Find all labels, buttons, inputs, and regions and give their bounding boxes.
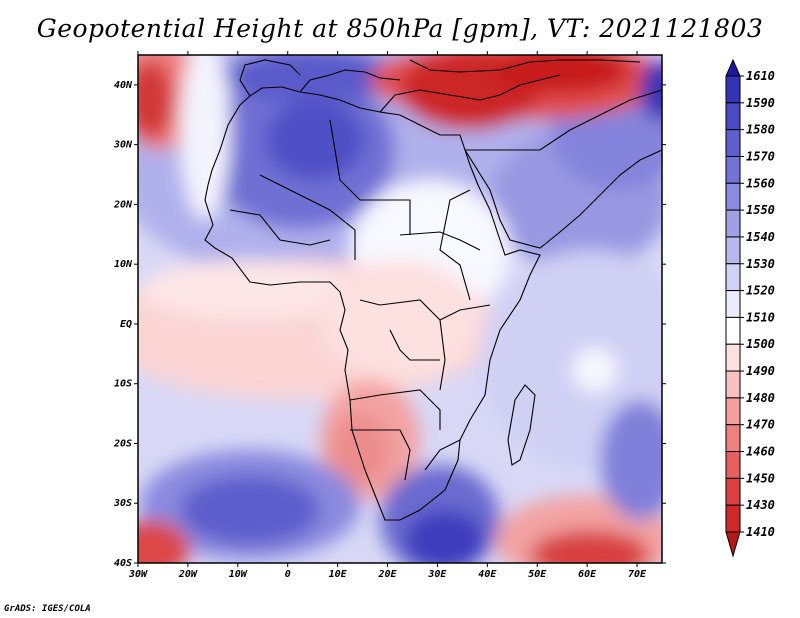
colorbar-swatch	[725, 290, 741, 318]
colorbar-label: 1550	[746, 203, 775, 217]
lon-label: 70E	[628, 569, 647, 580]
colorbar-label: 1570	[746, 149, 775, 163]
colorbar-label: 1580	[746, 123, 775, 137]
colorbar-label: 1450	[746, 471, 775, 485]
colorbar-swatch	[725, 424, 741, 453]
lat-label: 20N	[113, 199, 133, 210]
colorbar-bottom-triangle	[725, 531, 741, 558]
lat-label: 20S	[113, 438, 132, 449]
lon-label: 10E	[329, 569, 348, 580]
colorbar-swatch	[725, 397, 741, 426]
lat-label: 30N	[113, 140, 133, 151]
colorbar-label: 1460	[746, 445, 775, 459]
colorbar: 1610 1590 1580 1570 1560 1550 1540 1530 1520 1510…	[725, 58, 775, 558]
lon-label: 60E	[578, 569, 597, 580]
colorbar-label: 1530	[746, 257, 775, 271]
lat-label: 30S	[113, 498, 132, 509]
lon-label: 10W	[229, 569, 248, 580]
colorbar-swatch	[725, 263, 741, 292]
colorbar-label: 1590	[746, 96, 775, 110]
colorbar-label: 1500	[746, 337, 775, 351]
colorbar-swatch	[725, 316, 741, 345]
colorbar-label: 1430	[746, 498, 775, 512]
latitude-axis: 40N 30N 20N 10N EQ 10S 20S 30S 40S	[113, 80, 666, 569]
colorbar-label: 1470	[746, 418, 775, 432]
colorbar-label: 1510	[746, 310, 775, 324]
colorbar-label: 1520	[746, 284, 775, 298]
colorbar-swatch	[725, 504, 741, 533]
colorbar-swatch	[725, 370, 741, 399]
lat-label: 10S	[114, 379, 132, 390]
lat-label: EQ	[120, 319, 132, 330]
colorbar-swatch	[725, 182, 741, 211]
colorbar-label: 1490	[746, 364, 775, 378]
colorbar-label: 1540	[746, 230, 775, 244]
coastlines	[204, 59, 662, 521]
colorbar-swatch	[725, 236, 741, 265]
colorbar-swatch	[725, 451, 741, 479]
map-frame	[137, 54, 663, 564]
colorbar-label: 1480	[746, 391, 775, 405]
colorbar-swatch	[725, 75, 741, 104]
colorbar-label: 1610	[746, 69, 775, 83]
grads-credit: GrADS: IGES/COLA	[4, 604, 91, 614]
lon-label: 50E	[528, 569, 547, 580]
lon-label: 40E	[478, 569, 497, 580]
colorbar-top-triangle	[725, 58, 741, 77]
colorbar-label: 1410	[746, 525, 775, 539]
map-title: Geopotential Height at 850hPa [gpm], VT:…	[36, 14, 764, 43]
lon-label: 30W	[128, 569, 148, 580]
lon-label: 20W	[178, 569, 198, 580]
colorbar-swatch	[725, 129, 741, 157]
lat-label: 10N	[114, 259, 133, 270]
lat-label: 40N	[114, 80, 133, 91]
longitude-axis: 30W 20W 10W 0 10E 20E 30E 40E 50E 60E 70E	[128, 51, 647, 580]
height-field	[138, 55, 662, 563]
lon-label: 20E	[377, 569, 397, 580]
lon-label: 30E	[427, 569, 447, 580]
colorbar-swatch	[725, 209, 741, 238]
colorbar-swatch	[725, 343, 741, 372]
colorbar-swatch	[725, 155, 741, 184]
lat-label: 40S	[114, 558, 132, 569]
colorbar-label: 1560	[746, 176, 775, 190]
lon-label: 0	[285, 569, 291, 580]
colorbar-swatch	[725, 102, 741, 131]
colorbar-swatch	[725, 477, 741, 506]
